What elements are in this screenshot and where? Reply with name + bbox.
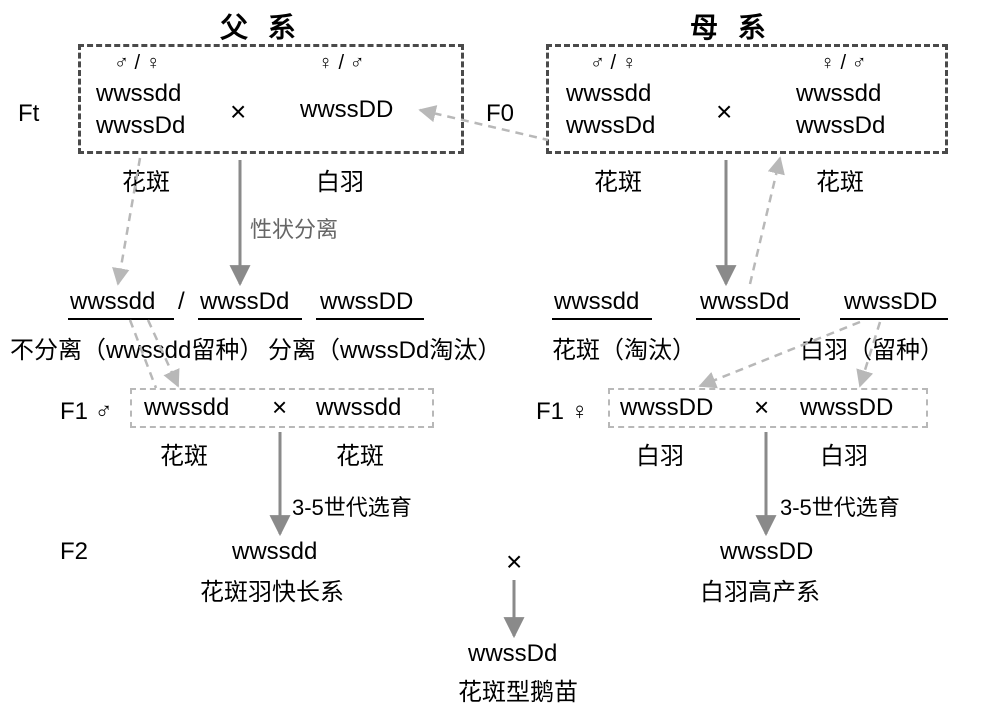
connections-layer bbox=[0, 0, 1000, 705]
